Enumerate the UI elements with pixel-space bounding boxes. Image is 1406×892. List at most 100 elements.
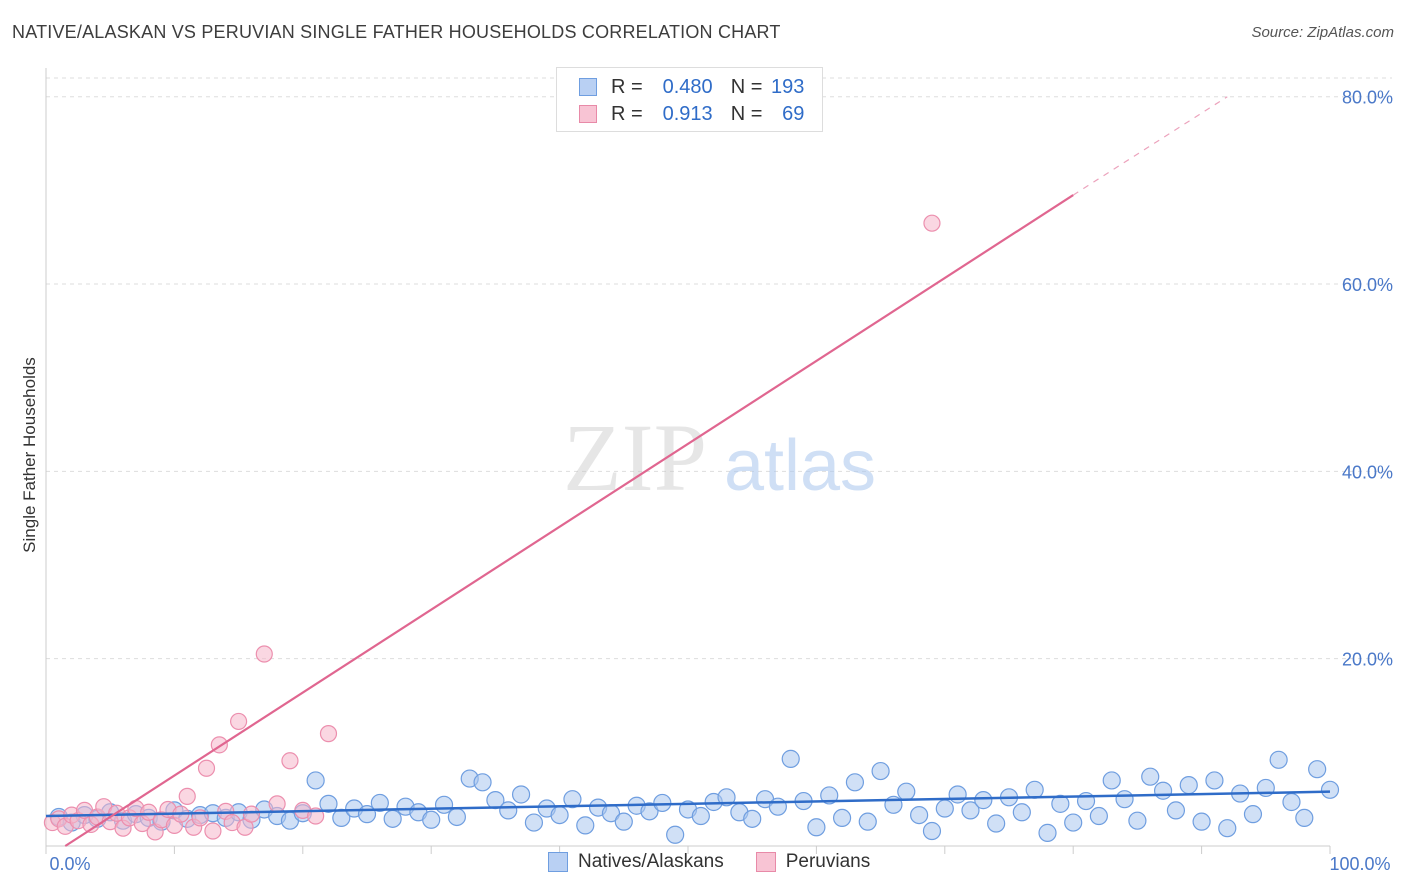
natives-point — [563, 790, 582, 809]
peruvians-point — [923, 214, 941, 232]
natives-point — [1115, 790, 1134, 809]
natives-point — [1295, 808, 1314, 828]
natives-point — [370, 793, 389, 813]
natives-point — [987, 814, 1006, 833]
natives-point — [1012, 803, 1031, 822]
natives-point — [1282, 792, 1301, 812]
peruvians-point — [268, 795, 286, 813]
natives-point — [820, 786, 839, 805]
y-tick-label: 40.0% — [1342, 462, 1393, 482]
y-axis-label: Single Father Households — [20, 357, 39, 553]
natives-point — [614, 812, 633, 831]
y-tick-label: 20.0% — [1342, 650, 1393, 670]
natives-point — [447, 807, 466, 827]
natives-point — [1153, 781, 1173, 800]
natives-point — [1269, 750, 1288, 769]
natives-point — [871, 761, 890, 781]
watermark-zip: ZIP — [563, 404, 707, 511]
peruvians-trend-line — [64, 194, 1074, 847]
bottom-legend-natives: Natives/Alaskans — [548, 851, 724, 873]
natives-point — [691, 806, 710, 826]
legend-n-natives: 193 — [771, 75, 805, 98]
peruvians-point — [242, 805, 261, 823]
legend-row-natives: R = 0.480 N = 193 — [579, 73, 804, 101]
peruvians-trend-extension — [1072, 96, 1228, 196]
natives-point — [897, 782, 916, 801]
natives-point — [961, 801, 980, 820]
peruvians-point — [319, 725, 338, 743]
y-tick-label: 80.0% — [1342, 88, 1393, 108]
axes — [45, 68, 1331, 854]
natives-point — [422, 810, 441, 829]
legend-swatch-peruvians — [579, 105, 597, 123]
natives-point — [473, 773, 492, 792]
natives-point — [499, 801, 518, 820]
peruvians-point — [140, 803, 158, 821]
natives-point — [858, 812, 877, 831]
chart-source: Source: ZipAtlas.com — [1251, 24, 1394, 41]
grid-lines — [46, 77, 1392, 660]
natives-point — [910, 805, 929, 825]
peruvians-point — [204, 822, 222, 840]
legend-n-peruvians: 69 — [782, 102, 805, 125]
natives-trend-line — [45, 790, 1331, 818]
natives-point — [1025, 780, 1044, 799]
natives-point — [511, 785, 531, 804]
natives-point — [319, 794, 338, 813]
natives-point — [1051, 794, 1070, 813]
legend-r-natives: 0.480 — [662, 75, 713, 98]
natives-point — [1038, 823, 1057, 842]
bottom-legend-label-natives: Natives/Alaskans — [578, 851, 724, 872]
natives-point — [1089, 806, 1108, 826]
peruvians-point — [255, 645, 273, 663]
natives-point — [935, 799, 954, 818]
natives-point — [768, 797, 787, 816]
legend-r-peruvians: 0.913 — [662, 102, 713, 125]
x-tick-label: 100.0% — [1329, 854, 1390, 874]
x-tick-label: 0.0% — [49, 854, 90, 874]
natives-point — [434, 795, 454, 814]
natives-point — [550, 805, 569, 825]
legend: R = 0.480 N = 193 R = 0.913 N = 69 — [556, 67, 823, 132]
natives-point — [1218, 819, 1237, 838]
natives-point — [807, 818, 826, 837]
natives-point — [1128, 811, 1147, 830]
natives-point — [1141, 767, 1160, 786]
natives-point — [653, 793, 672, 813]
natives-point — [306, 771, 325, 790]
natives-point — [1192, 812, 1211, 831]
natives-point — [1064, 813, 1083, 832]
natives-point — [1102, 771, 1121, 790]
bottom-legend-label-peruvians: Peruvians — [785, 851, 871, 872]
legend-swatch-natives — [579, 78, 597, 96]
legend-row-peruvians: R = 0.913 N = 69 — [579, 100, 804, 128]
tick-labels: 20.0% 40.0% 60.0% 80.0% 0.0% 100.0% — [49, 88, 1393, 874]
natives-point — [1308, 760, 1327, 779]
legend-n-label: N = — [730, 102, 763, 125]
natives-point — [1320, 780, 1340, 799]
trend-lines — [45, 96, 1331, 847]
watermark-atlas: atlas — [724, 426, 876, 506]
natives-point — [974, 791, 993, 810]
natives-point — [1205, 771, 1224, 790]
natives-point — [845, 773, 865, 792]
bottom-legend-swatch-peruvians — [755, 852, 776, 872]
peruvians-points — [43, 214, 941, 841]
natives-point — [524, 813, 544, 832]
natives-point — [1179, 776, 1198, 795]
natives-point — [383, 809, 402, 828]
natives-point — [576, 816, 595, 835]
chart-title: NATIVE/ALASKAN VS PERUVIAN SINGLE FATHER… — [12, 22, 781, 42]
bottom-legend-swatch-natives — [548, 852, 568, 872]
natives-point — [1166, 801, 1186, 820]
peruvians-point — [197, 759, 216, 777]
legend-r-label: R = — [611, 102, 643, 125]
y-tick-label: 60.0% — [1342, 275, 1393, 295]
natives-point — [717, 788, 736, 807]
natives-point — [743, 809, 762, 828]
natives-point — [948, 785, 967, 804]
natives-point — [832, 808, 852, 828]
peruvians-point — [230, 712, 248, 731]
legend-r-label: R = — [611, 75, 643, 98]
